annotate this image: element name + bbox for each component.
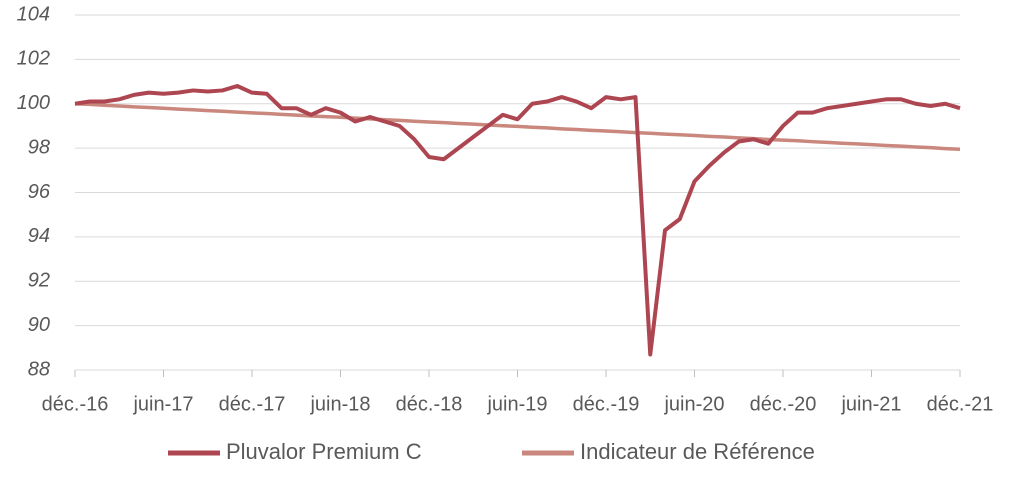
x-tick-label: juin-18 xyxy=(309,393,370,415)
y-tick-label: 98 xyxy=(28,136,50,158)
y-tick-label: 102 xyxy=(17,48,50,70)
x-tick-label: juin-17 xyxy=(132,393,193,415)
series-line xyxy=(74,84,961,357)
legend-label: Indicateur de Référence xyxy=(580,439,815,464)
x-tick-label: juin-19 xyxy=(486,393,547,415)
x-tick-label: déc.-20 xyxy=(750,393,817,415)
x-tick-label: juin-21 xyxy=(840,393,901,415)
y-tick-label: 90 xyxy=(28,314,50,336)
y-tick-label: 100 xyxy=(17,92,50,114)
series-line xyxy=(74,102,961,151)
x-tick-label: déc.-18 xyxy=(396,393,463,415)
x-tick-label: juin-20 xyxy=(663,393,724,415)
legend-label: Pluvalor Premium C xyxy=(226,439,422,464)
y-tick-label: 94 xyxy=(28,225,50,247)
x-tick-label: déc.-19 xyxy=(573,393,640,415)
x-tick-label: déc.-16 xyxy=(42,393,109,415)
y-tick-label: 96 xyxy=(28,181,51,203)
y-tick-label: 92 xyxy=(28,270,50,292)
y-tick-label: 104 xyxy=(17,3,50,25)
x-tick-label: déc.-17 xyxy=(219,393,286,415)
x-tick-label: déc.-21 xyxy=(927,393,994,415)
y-tick-label: 88 xyxy=(28,358,50,380)
